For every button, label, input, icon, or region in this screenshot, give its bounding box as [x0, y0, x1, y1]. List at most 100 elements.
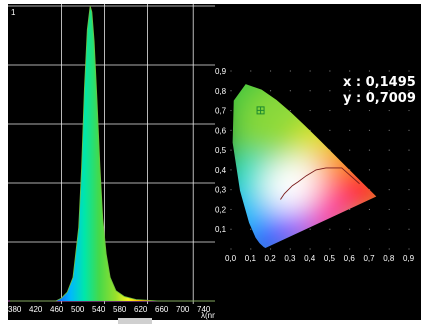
spectrum-x-tick: 700: [176, 305, 190, 314]
cie-grid-dot: [388, 109, 390, 112]
cie-grid-dot: [349, 129, 351, 131]
cie-grid-dot: [230, 248, 232, 250]
cie-grid-dot: [408, 70, 410, 72]
cie-x-tick: 0,8: [383, 254, 395, 263]
cie-grid-dot: [309, 90, 311, 92]
gamut-colors: [232, 84, 377, 249]
spectrum-svg: 380420460500540580620660700740781 λ(nm): [8, 4, 215, 320]
cie-grid-dot: [368, 169, 371, 171]
cie-grid-dot: [289, 70, 291, 72]
cie-x-tick: 0,2: [265, 254, 277, 263]
cie-grid-dot: [368, 248, 371, 250]
spectrum-chart: 380420460500540580620660700740781 λ(nm): [8, 4, 215, 320]
cie-grid-dot: [408, 208, 410, 211]
cie-grid-dot: [368, 129, 371, 131]
cie-x-tick: 0,9: [403, 254, 415, 263]
readout-y: y : 0,7009: [343, 91, 416, 106]
readout-x: x : 0,1495: [343, 75, 416, 90]
cie-grid-dot: [388, 70, 390, 72]
cie-grid-dot: [368, 70, 371, 72]
cie-y-tick: 0,6: [215, 126, 227, 135]
spectrum-ticks: 380420460500540580620660700740781: [8, 8, 211, 314]
planckian-locus: [280, 167, 360, 200]
cie-grid-dot: [230, 129, 232, 131]
cie-grid-dot: [408, 228, 410, 230]
spectrum-grid: [8, 4, 215, 304]
chromaticity-gamut: [232, 84, 377, 249]
cie-y-tick: 0,8: [215, 87, 227, 96]
cie-grid-dot: [408, 169, 410, 171]
cie-grid-dot: [408, 149, 410, 151]
cie-x-tick: 0,4: [304, 254, 316, 263]
spectrum-x-tick: 740: [197, 305, 211, 314]
spectrum-x-tick: 460: [50, 305, 64, 314]
cie-grid-dot: [230, 90, 232, 92]
spectrum-area: [10, 6, 215, 301]
cie-grid-dot: [289, 109, 291, 112]
cie-grid-dot: [230, 109, 232, 112]
cie-grid-dot: [388, 90, 390, 92]
cie-grid-dot: [269, 70, 272, 72]
spectrum-y-tick: 1: [11, 8, 16, 17]
cie-grid: [230, 70, 410, 250]
cie-grid-dot: [250, 70, 252, 72]
cie-grid-dot: [408, 90, 410, 92]
cie-grid-dot: [230, 149, 232, 151]
scroll-handle[interactable]: [118, 318, 152, 324]
cie-grid-dot: [349, 149, 351, 151]
cie-grid-dot: [368, 228, 371, 230]
cie-grid-dot: [269, 248, 272, 250]
cie-y-tick: 0,3: [215, 186, 227, 195]
spectrum-x-tick: 500: [71, 305, 85, 314]
spectrum-x-tick: 580: [113, 305, 127, 314]
cie-grid-dot: [349, 90, 351, 92]
cie-grid-dot: [388, 129, 390, 131]
cie-grid-dot: [230, 70, 232, 72]
spectrum-outline: [10, 5, 215, 302]
cie-grid-dot: [329, 70, 331, 72]
cie-grid-dot: [349, 208, 351, 211]
cie-x-tick: 0,5: [324, 254, 336, 263]
spectrum-x-tick: 540: [92, 305, 106, 314]
cie-grid-dot: [368, 109, 371, 112]
cie-grid-dot: [230, 189, 232, 191]
cie-grid-dot: [309, 109, 311, 112]
spectrum-x-tick: 420: [29, 305, 43, 314]
cie-grid-dot: [329, 109, 331, 112]
cie-y-tick: 0,2: [215, 205, 227, 214]
cie-svg: 0,0 0,1 0,2 0,3 0,4 0,5 0,6 0,7 0,8 0,9 0,9 0,8 0,7 0…: [215, 67, 416, 263]
cie-y-tick: 0,1: [215, 225, 227, 234]
cie-grid-dot: [289, 248, 291, 250]
cie-x-tick: 0,6: [344, 254, 356, 263]
spectrum-x-tick: 380: [8, 305, 22, 314]
cie-grid-dot: [388, 248, 390, 250]
cie-x-tick: 0,1: [245, 254, 257, 263]
cie-grid-dot: [388, 169, 390, 171]
cie-grid-dot: [388, 208, 390, 211]
cie-chart: 0,0 0,1 0,2 0,3 0,4 0,5 0,6 0,7 0,8 0,9 0,9 0,8 0,7 0…: [215, 4, 421, 320]
cie-y-tick: 0,5: [215, 146, 227, 155]
cie-grid-dot: [408, 109, 410, 112]
cie-grid-dot: [309, 70, 311, 72]
cie-y-tick: 0,7: [215, 107, 227, 116]
cie-x-tick: 0,7: [363, 254, 375, 263]
cie-grid-dot: [349, 70, 351, 72]
cie-grid-dot: [329, 228, 331, 230]
cie-grid-dot: [388, 228, 390, 230]
cie-grid-dot: [388, 189, 390, 191]
cie-grid-dot: [329, 90, 331, 92]
cie-ticks: 0,0 0,1 0,2 0,3 0,4 0,5 0,6 0,7 0,8 0,9 0,9 0,8 0,7 0…: [215, 67, 415, 263]
cie-grid-dot: [250, 248, 252, 250]
cie-grid-dot: [349, 228, 351, 230]
cie-grid-dot: [230, 208, 232, 211]
cie-grid-dot: [309, 248, 311, 250]
spectrum-x-axis-label: λ(nm): [201, 311, 215, 320]
cie-y-tick: 0,9: [215, 67, 227, 76]
cie-grid-dot: [230, 169, 232, 171]
cie-x-tick: 0,0: [225, 254, 237, 263]
chromaticity-point: [256, 106, 265, 115]
cie-grid-dot: [368, 90, 371, 92]
cie-grid-dot: [329, 129, 331, 131]
cie-grid-dot: [289, 90, 291, 92]
